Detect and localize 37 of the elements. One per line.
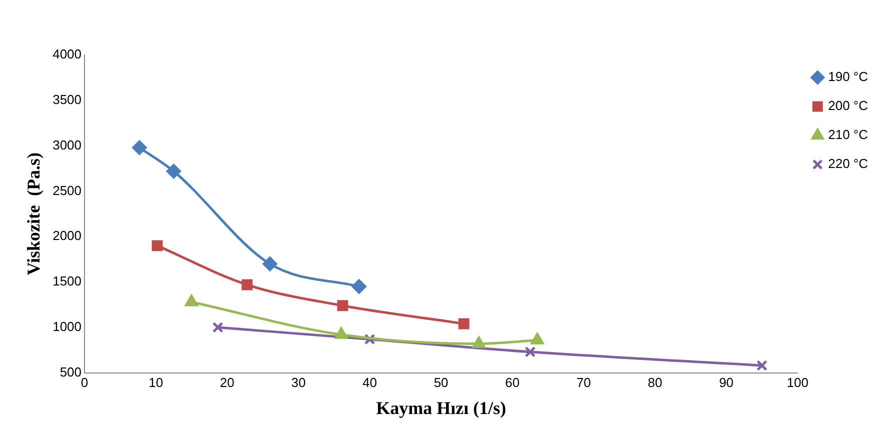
y-tick-label: 1500 <box>52 274 82 289</box>
y-tick-label: 3500 <box>52 92 82 107</box>
point <box>185 294 198 306</box>
y-tick-label: 3000 <box>52 137 82 152</box>
point <box>212 322 224 333</box>
point <box>166 164 181 178</box>
point <box>242 279 253 290</box>
y-tick-label: 2000 <box>52 228 82 244</box>
point <box>132 140 147 155</box>
point <box>337 300 348 312</box>
y-tick-label: 4000 <box>52 46 82 62</box>
point <box>262 256 278 272</box>
x-tick-label: 60 <box>505 375 520 390</box>
x-tick-label: 70 <box>576 375 591 390</box>
legend-label: 200 °C <box>828 98 868 114</box>
x-axis-title: Kayma Hızı (1/s) <box>376 398 506 418</box>
y-tick-label: 1000 <box>52 318 82 334</box>
y-tick-label: 2500 <box>52 182 82 198</box>
y-axis-title: Viskozite (Pa.s) <box>23 152 44 276</box>
x-tick-label: 90 <box>719 375 734 390</box>
legend-label: 210 °C <box>828 127 868 142</box>
point <box>756 360 768 372</box>
point <box>458 318 470 330</box>
x-tick-label: 0 <box>80 375 88 390</box>
x-tick-label: 80 <box>648 375 662 390</box>
y-tick-label: 500 <box>60 364 82 380</box>
x-tick-label: 40 <box>362 375 377 390</box>
point <box>524 346 536 358</box>
x-tick-label: 10 <box>148 375 164 390</box>
x-tick-label: 20 <box>220 375 234 390</box>
point <box>152 240 163 252</box>
x-tick-label: 30 <box>291 375 306 390</box>
legend-label: 220 °C <box>828 156 868 172</box>
legend-label: 190 °C <box>828 69 868 84</box>
point <box>352 279 366 294</box>
x-tick-label: 50 <box>434 375 448 390</box>
x-tick-label: 100 <box>786 375 808 390</box>
